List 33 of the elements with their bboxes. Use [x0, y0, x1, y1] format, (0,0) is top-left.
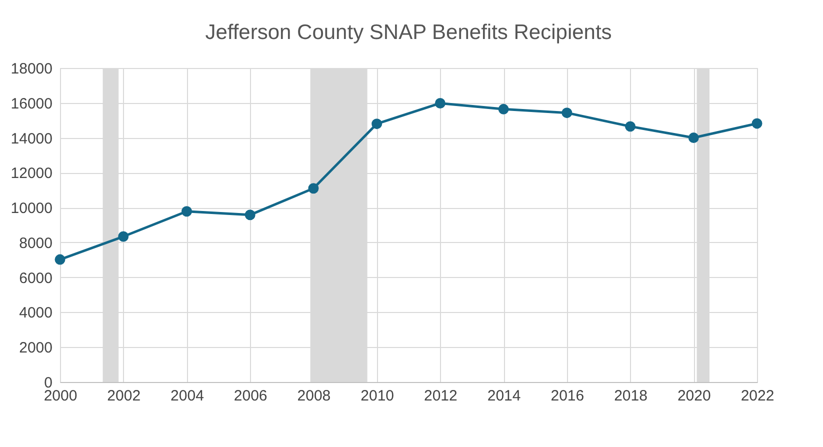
x-tick-label: 2014 [487, 388, 521, 404]
x-tick-label: 2012 [424, 388, 458, 404]
y-tick-label: 4000 [19, 304, 52, 322]
y-tick-label: 12000 [10, 165, 52, 182]
y-tick-label: 6000 [19, 270, 52, 287]
point [688, 132, 699, 144]
point [181, 206, 192, 217]
y-tick-label: 2000 [19, 340, 52, 357]
point [372, 118, 382, 130]
point [498, 104, 509, 114]
x-tick-label: 2022 [740, 388, 774, 404]
y-tick-label: 16000 [10, 95, 52, 112]
y-tick-label: 8000 [19, 234, 52, 252]
point [752, 118, 762, 129]
y-tick-label: 18000 [10, 60, 52, 78]
x-tick-label: 2006 [234, 388, 268, 404]
x-tick-label: 2018 [614, 388, 648, 404]
x-tick-label: 2002 [107, 388, 141, 404]
chart-title: Jefferson County SNAP Benefits Recipients [205, 21, 612, 44]
x-tick-label: 2004 [170, 388, 204, 404]
point [54, 254, 66, 265]
point [118, 231, 129, 242]
point [308, 183, 319, 194]
x-tick-label: 2010 [360, 388, 394, 404]
x-tick-label: 2016 [550, 388, 584, 404]
x-tick-label: 2020 [677, 388, 711, 404]
y-tick-label: 14000 [10, 130, 52, 148]
point [434, 98, 446, 108]
point [625, 121, 636, 132]
point [244, 210, 256, 220]
y-tick-label: 10000 [10, 200, 52, 218]
point [562, 108, 572, 118]
x-tick-label: 2008 [297, 388, 331, 404]
